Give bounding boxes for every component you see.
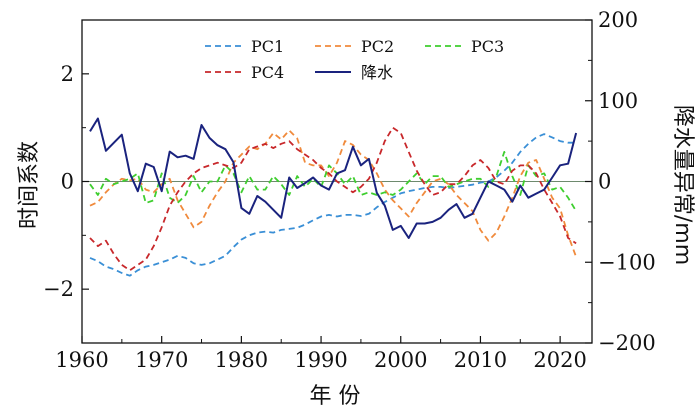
y-right-tick-label-2: −100 [598, 250, 656, 274]
x-tick-label-2: 1970 [135, 348, 188, 372]
y-left-tick-label-1: −2 [43, 277, 74, 301]
x-tick-label-4: 1990 [294, 348, 347, 372]
legend-item-2: PC2 [315, 37, 394, 56]
legend-label-1: PC1 [251, 37, 284, 56]
x-tick-label-6: 2010 [454, 348, 507, 372]
series-line-5 [89, 117, 578, 239]
y-right-tick-label-5: 200 [598, 8, 638, 32]
y-right-tick-label-3: 0 [598, 170, 611, 194]
y-left-tick-label-3: 2 [61, 62, 74, 86]
y-axis-left-title: 时间系数 [17, 141, 42, 229]
legend-item-1: PC1 [205, 37, 284, 56]
legend: PC1 PC2 PC3 PC4 降水 [205, 37, 504, 82]
series-line-3 [89, 150, 577, 212]
y-right-tick-label-1: −200 [598, 331, 656, 355]
legend-label-5: 降水 [361, 63, 393, 82]
series-line-2 [89, 129, 577, 258]
x-tick-label-7: 2020 [533, 348, 586, 372]
x-tick-label-5: 2000 [374, 348, 427, 372]
x-tick-label-3: 1980 [215, 348, 268, 372]
y-axis-right-title: 降水量异常/mm [670, 105, 695, 265]
y-left-tick-label-2: 0 [61, 170, 74, 194]
axes: 1960 1970 1980 1990 2000 2010 2020−202−200−100… [43, 8, 656, 372]
series-layer [89, 117, 578, 277]
x-axis-title: 年 份 [310, 384, 361, 409]
legend-label-3: PC3 [471, 37, 504, 56]
legend-item-5: 降水 [315, 63, 393, 82]
legend-label-4: PC4 [251, 63, 284, 82]
legend-item-4: PC4 [205, 63, 284, 82]
legend-item-3: PC3 [425, 37, 504, 56]
x-tick-label-1: 1960 [55, 348, 108, 372]
legend-label-2: PC2 [361, 37, 394, 56]
series-line-4 [89, 126, 577, 272]
y-right-tick-label-4: 100 [598, 89, 638, 113]
